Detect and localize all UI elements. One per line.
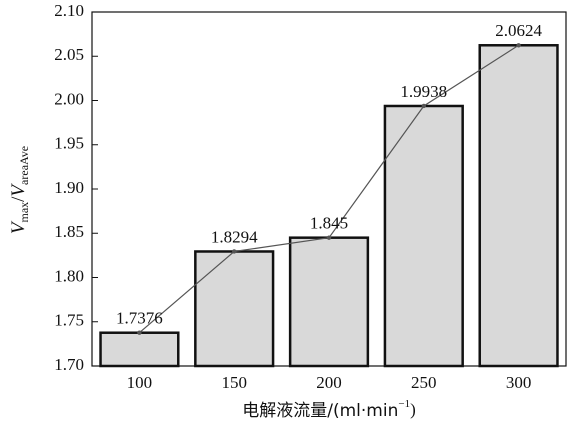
y-label-part: / xyxy=(8,196,29,202)
x-label-part: 电解液流量/(ml·min xyxy=(242,401,398,421)
x-axis-label: 电解液流量/(ml·min−1) xyxy=(242,398,416,421)
value-label: 1.7376 xyxy=(116,309,163,328)
x-label-part: ) xyxy=(410,400,416,419)
y-axis-label: Vmax/VareaAve xyxy=(8,146,30,234)
y-tick-label: 1.85 xyxy=(54,222,84,241)
point-marker xyxy=(516,43,521,48)
y-label-part: areaAve xyxy=(17,146,31,185)
point-marker xyxy=(137,330,142,335)
y-label-part: V xyxy=(8,183,29,197)
value-label: 1.9938 xyxy=(400,82,447,101)
x-tick-label: 100 xyxy=(127,373,153,392)
x-tick-label: 150 xyxy=(221,373,247,392)
x-tick-label: 250 xyxy=(411,373,437,392)
value-label: 2.0624 xyxy=(495,21,542,40)
y-tick-label: 2.05 xyxy=(54,45,84,64)
x-tick-label: 200 xyxy=(316,373,342,392)
bar xyxy=(99,331,180,368)
bar xyxy=(288,236,370,368)
x-tick-label: 300 xyxy=(506,373,532,392)
y-tick-label: 1.75 xyxy=(54,311,84,330)
y-tick-label: 1.90 xyxy=(54,178,84,197)
y-tick-label: 1.80 xyxy=(54,266,84,285)
x-label-part: −1 xyxy=(398,398,410,410)
value-label: 1.845 xyxy=(310,214,348,233)
y-tick-label: 2.00 xyxy=(54,89,84,108)
point-marker xyxy=(421,103,426,109)
y-tick-label: 2.10 xyxy=(54,1,84,20)
bar xyxy=(383,104,464,368)
bar xyxy=(478,44,559,368)
point-marker xyxy=(232,249,237,254)
y-tick-label: 1.95 xyxy=(54,134,84,153)
point-marker xyxy=(326,235,332,240)
y-label-part: V xyxy=(8,220,29,234)
y-tick-label: 1.70 xyxy=(54,355,84,374)
bar xyxy=(194,250,275,368)
y-label-part: max xyxy=(17,202,31,223)
value-label: 1.8294 xyxy=(211,227,258,246)
